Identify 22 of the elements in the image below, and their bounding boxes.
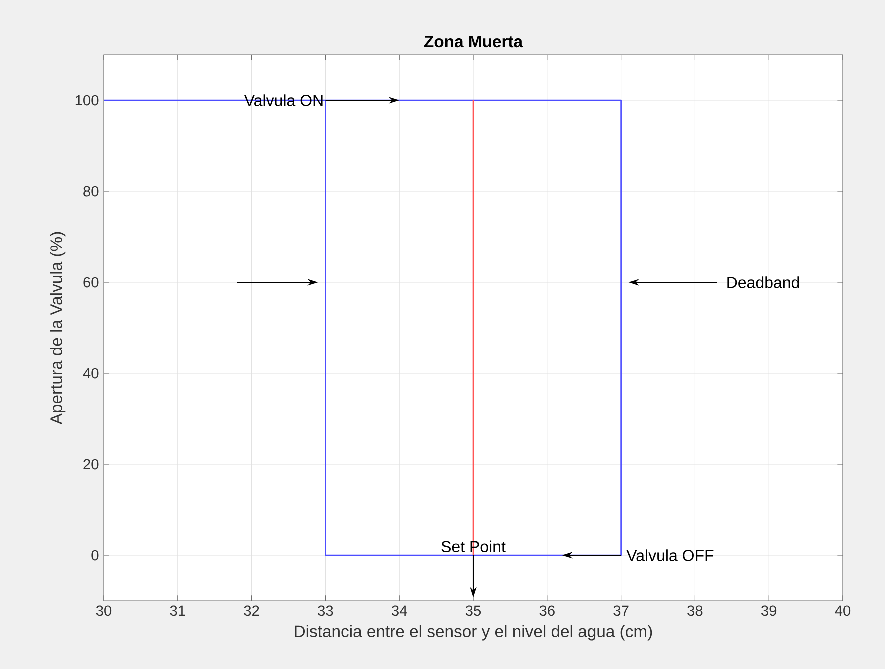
annotation: Valvula OFF <box>626 550 714 562</box>
annotation: Deadband <box>728 276 800 288</box>
x-axis-title: Distancia entre el sensor y el nivel del agua (cm) <box>295 625 652 641</box>
y-tick-label: 80 <box>84 186 99 197</box>
x-tick-label: 34 <box>392 606 408 616</box>
y-tick-label: 40 <box>83 368 99 379</box>
y-tick-label: 20 <box>84 459 99 470</box>
chart-title: Zona Muerta <box>424 36 524 48</box>
x-tick-label: 35 <box>466 606 482 616</box>
y-tick-label: 100 <box>76 95 99 106</box>
x-tick-label: 40 <box>835 606 851 616</box>
x-tick-label: 33 <box>318 606 334 616</box>
x-tick-label: 32 <box>244 606 260 616</box>
x-tick-label: 38 <box>688 606 703 616</box>
y-tick-label: 60 <box>84 277 99 288</box>
x-tick-label: 37 <box>614 606 629 616</box>
x-tick-label: 31 <box>170 606 186 616</box>
y-tick-label: 0 <box>92 550 99 561</box>
x-tick-label: 36 <box>540 606 555 616</box>
x-tick-label: 30 <box>96 606 112 616</box>
y-axis-title: Apertura de la Valvula (%) <box>50 232 66 425</box>
x-tick-label: 39 <box>762 606 777 616</box>
